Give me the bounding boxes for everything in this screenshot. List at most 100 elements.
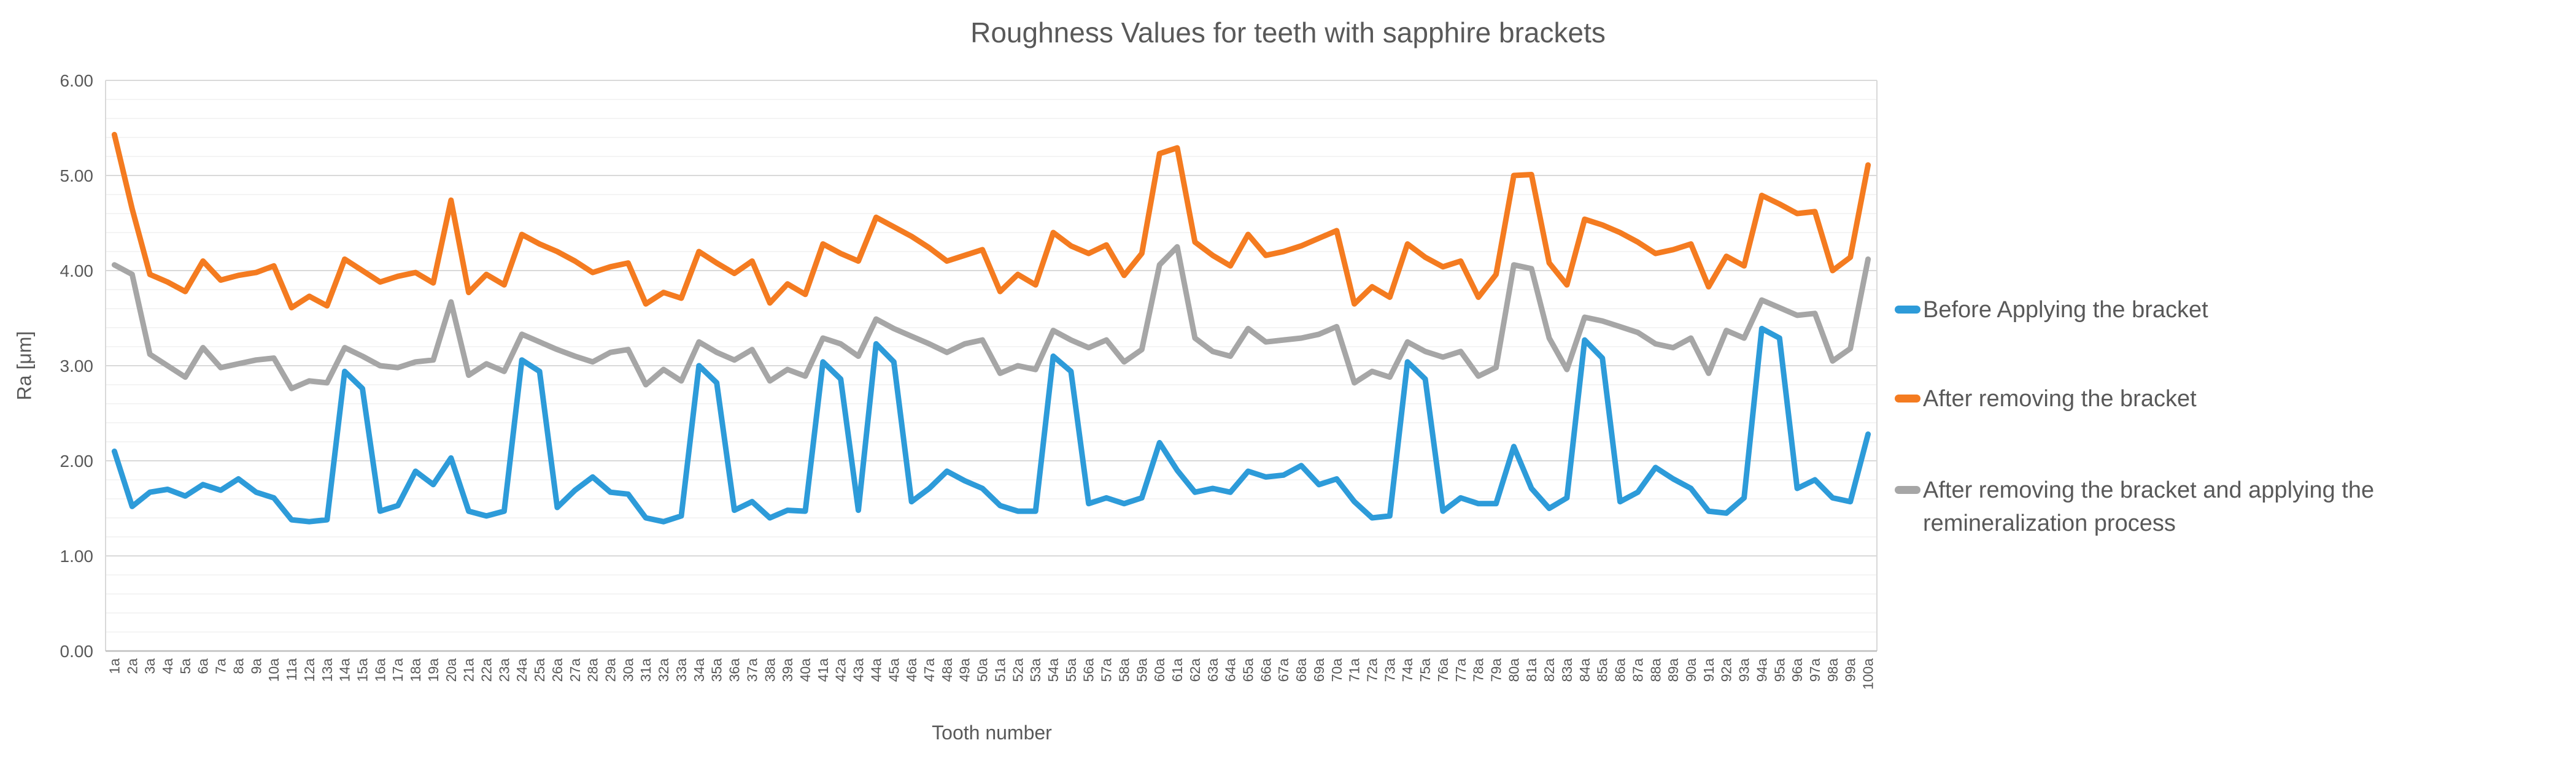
x-tick-label: 80a <box>1506 658 1522 682</box>
x-tick-label: 39a <box>779 658 795 682</box>
x-tick-label: 67a <box>1275 658 1291 682</box>
x-tick-label: 100a <box>1860 658 1876 690</box>
x-axis-title: Tooth number <box>932 722 1052 744</box>
x-tick-label: 89a <box>1665 658 1681 682</box>
x-tick-label: 9a <box>248 658 264 674</box>
x-tick-label: 59a <box>1134 658 1150 682</box>
x-tick-label: 61a <box>1169 658 1185 682</box>
x-tick-label: 19a <box>425 658 441 682</box>
x-tick-label: 5a <box>177 658 193 674</box>
legend-item-after-removing: After removing the bracket <box>1895 382 2197 415</box>
x-tick-label: 29a <box>603 658 619 682</box>
x-tick-label: 6a <box>195 658 211 674</box>
x-tick-label: 52a <box>1010 658 1026 682</box>
x-tick-label: 92a <box>1719 658 1735 682</box>
x-tick-label: 60a <box>1151 658 1167 682</box>
x-tick-label: 1a <box>106 658 122 674</box>
legend-item-after-remineralization: After removing the bracket and applying … <box>1895 474 2537 540</box>
x-tick-label: 97a <box>1807 658 1823 682</box>
legend-label: After removing the bracket and applying … <box>1923 477 2375 536</box>
x-tick-label: 65a <box>1240 658 1256 682</box>
x-tick-label: 73a <box>1382 658 1398 682</box>
x-tick-label: 93a <box>1736 658 1752 682</box>
x-tick-label: 14a <box>337 658 353 682</box>
x-tick-label: 21a <box>461 658 477 682</box>
x-tick-label: 16a <box>372 658 388 682</box>
y-tick-label: 1.00 <box>60 547 94 566</box>
y-tick-label: 4.00 <box>60 261 94 280</box>
x-tick-label: 34a <box>691 658 707 682</box>
x-tick-label: 79a <box>1488 658 1504 682</box>
x-tick-label: 95a <box>1771 658 1787 682</box>
x-tick-label: 55a <box>1063 658 1079 682</box>
x-tick-label: 27a <box>567 658 583 682</box>
x-tick-label: 50a <box>975 658 991 682</box>
x-tick-label: 96a <box>1789 658 1805 682</box>
x-tick-label: 70a <box>1329 658 1345 682</box>
legend-line-swatch-gray-icon <box>1895 486 1920 494</box>
x-tick-label: 64a <box>1223 658 1239 682</box>
x-tick-label: 25a <box>532 658 547 682</box>
x-tick-label: 57a <box>1099 658 1115 682</box>
series-line-before-applying-the-bracket <box>111 326 1871 525</box>
x-tick-label: 10a <box>266 658 282 682</box>
x-tick-label: 74a <box>1399 658 1415 682</box>
x-tick-label: 18a <box>408 658 424 682</box>
x-tick-label: 15a <box>354 658 370 682</box>
x-tick-label: 40a <box>797 658 813 682</box>
x-tick-label: 53a <box>1027 658 1043 682</box>
y-tick-label: 3.00 <box>60 356 94 376</box>
y-tick-label: 5.00 <box>60 166 94 185</box>
x-tick-label: 78a <box>1471 658 1487 682</box>
x-tick-label: 24a <box>514 658 530 682</box>
x-tick-label: 22a <box>478 658 494 682</box>
x-tick-label: 30a <box>620 658 636 682</box>
x-tick-label: 62a <box>1187 658 1203 682</box>
legend-label: Before Applying the bracket <box>1923 297 2208 323</box>
x-tick-label: 36a <box>727 658 743 682</box>
x-tick-label: 28a <box>585 658 601 682</box>
x-tick-label: 4a <box>160 658 176 674</box>
x-tick-label: 23a <box>496 658 512 682</box>
chart-title: Roughness Values for teeth with sapphire… <box>970 17 1606 48</box>
x-tick-label: 33a <box>673 658 689 682</box>
legend-line-swatch-orange-icon <box>1895 395 1920 403</box>
x-tick-label: 68a <box>1293 658 1309 682</box>
x-tick-label: 54a <box>1045 658 1061 682</box>
x-tick-label: 42a <box>833 658 849 682</box>
series-line-after-removing-the-bracket-and-applying- <box>111 244 1871 391</box>
x-tick-label: 41a <box>815 658 831 682</box>
x-tick-label: 47a <box>921 658 937 682</box>
x-tick-label: 3a <box>142 658 158 674</box>
x-tick-label: 13a <box>319 658 335 682</box>
x-tick-label: 46a <box>903 658 919 682</box>
x-tick-label: 63a <box>1205 658 1221 682</box>
x-tick-label: 11a <box>284 658 300 681</box>
x-tick-label: 72a <box>1364 658 1380 682</box>
x-tick-label: 49a <box>957 658 973 682</box>
x-tick-label: 66a <box>1258 658 1274 682</box>
x-tick-label: 2a <box>124 658 140 674</box>
x-tick-label: 31a <box>638 658 654 682</box>
x-tick-label: 38a <box>762 658 778 682</box>
x-tick-label: 71a <box>1347 658 1363 682</box>
x-tick-label: 45a <box>886 658 902 682</box>
y-tick-label: 0.00 <box>60 642 94 661</box>
x-tick-label: 91a <box>1701 658 1717 682</box>
series-line-after-removing-the-bracket <box>111 131 1871 310</box>
x-tick-label: 84a <box>1577 658 1593 682</box>
legend-line-swatch-blue-icon <box>1895 306 1920 314</box>
x-tick-label: 32a <box>656 658 671 682</box>
x-tick-label: 35a <box>709 658 725 682</box>
y-tick-label: 6.00 <box>60 71 94 90</box>
x-tick-label: 87a <box>1630 658 1646 682</box>
x-tick-label: 56a <box>1081 658 1097 682</box>
x-tick-label: 85a <box>1595 658 1611 682</box>
x-tick-label: 17a <box>390 658 406 682</box>
x-tick-label: 51a <box>992 658 1008 682</box>
y-tick-label: 2.00 <box>60 452 94 471</box>
x-tick-label: 43a <box>851 658 867 682</box>
chart-legend: Before Applying the bracket After removi… <box>1895 0 2570 759</box>
